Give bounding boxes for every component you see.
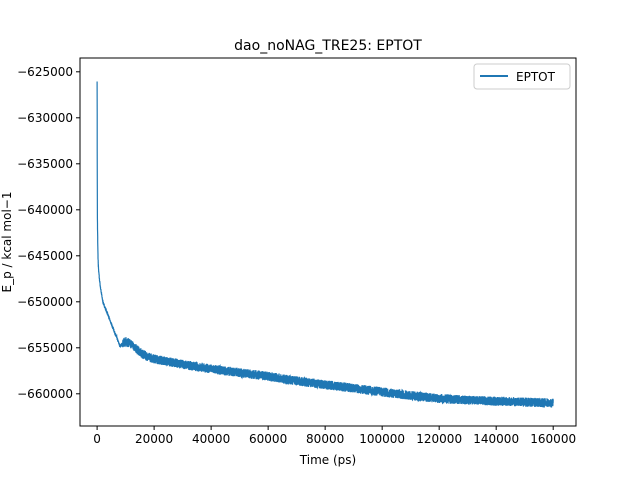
axis-ticks: 0 20000 40000 60000 80000 100000 120000 140000 1… <box>17 65 576 446</box>
legend-box <box>473 63 571 90</box>
legend-entry-eptot: EPTOT <box>516 70 556 84</box>
y-tick-label: −640000 <box>17 203 73 217</box>
x-tick-label: 140000 <box>473 432 519 446</box>
x-tick-label: 40000 <box>192 432 230 446</box>
chart-title: dao_noNAG_TRE25: EPTOT <box>234 38 422 54</box>
x-tick-label: 60000 <box>249 432 287 446</box>
axes-frame <box>79 57 577 427</box>
x-tick-label: 0 <box>93 432 101 446</box>
plot-area <box>96 81 554 408</box>
y-tick-label: −645000 <box>17 249 73 263</box>
y-axis-title: E_p / kcal mol−1 <box>0 192 14 293</box>
x-axis-title: Time (ps) <box>299 453 356 467</box>
y-tick-label: −650000 <box>17 295 73 309</box>
y-tick-label: −660000 <box>17 387 73 401</box>
y-tick-label: −655000 <box>17 341 73 355</box>
y-tick-label: −625000 <box>17 65 73 79</box>
x-tick-label: 20000 <box>135 432 173 446</box>
y-tick-label: −630000 <box>17 111 73 125</box>
x-tick-label: 120000 <box>416 432 462 446</box>
x-tick-label: 100000 <box>359 432 405 446</box>
series-line-eptot <box>96 81 554 408</box>
legend: EPTOT <box>473 63 571 90</box>
x-tick-label: 160000 <box>530 432 576 446</box>
y-tick-label: −635000 <box>17 157 73 171</box>
x-tick-label: 80000 <box>306 432 344 446</box>
